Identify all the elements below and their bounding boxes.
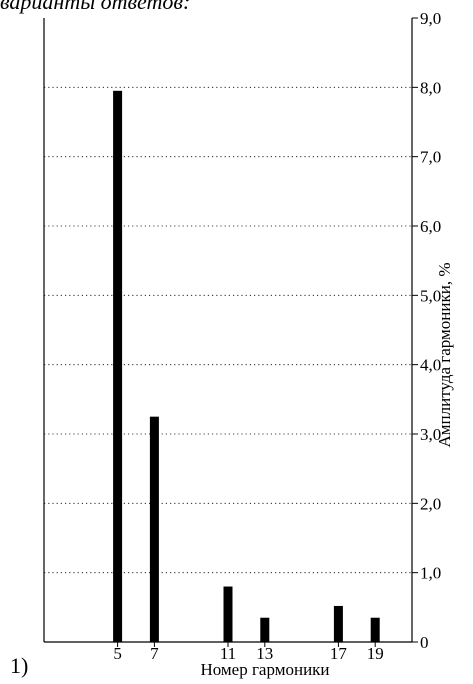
x-tick-label: 11 xyxy=(220,644,236,663)
bar xyxy=(333,605,343,642)
bar xyxy=(113,90,123,643)
panel-label: 1) xyxy=(10,653,29,678)
bars xyxy=(113,90,380,643)
bar xyxy=(223,586,233,642)
x-tick-label: 13 xyxy=(256,644,273,663)
header-partial-text: варианты ответов: xyxy=(0,0,191,14)
y-tick-label: 7,0 xyxy=(420,148,441,167)
y-axis-title: Амплитуда гармоники, % xyxy=(435,262,454,448)
y-tick-label: 9,0 xyxy=(420,9,441,28)
x-tick-label: 19 xyxy=(367,644,384,663)
y-tick-label: 4,0 xyxy=(420,356,441,375)
x-ticks: 5 7 11 13 17 19 xyxy=(113,642,384,663)
bar xyxy=(149,416,159,642)
x-tick-label: 17 xyxy=(330,644,348,663)
x-tick-label: 7 xyxy=(150,644,159,663)
y-tick-label: 5,0 xyxy=(420,286,441,305)
x-tick-label: 5 xyxy=(113,644,122,663)
y-tick-label: 6,0 xyxy=(420,217,441,236)
x-axis-title: Номер гармоники xyxy=(200,660,330,679)
grid-lines xyxy=(44,86,412,574)
bar xyxy=(370,617,380,642)
y-tick-label: 0 xyxy=(420,633,429,652)
bar xyxy=(260,617,270,642)
y-tick-label: 1,0 xyxy=(420,564,441,583)
y-ticks: 0 1,0 2,0 3,0 4,0 5,0 6,0 7,0 8,0 9,0 xyxy=(412,9,441,652)
y-tick-label: 8,0 xyxy=(420,78,441,97)
y-tick-label: 3,0 xyxy=(420,425,441,444)
y-tick-label: 2,0 xyxy=(420,494,441,513)
